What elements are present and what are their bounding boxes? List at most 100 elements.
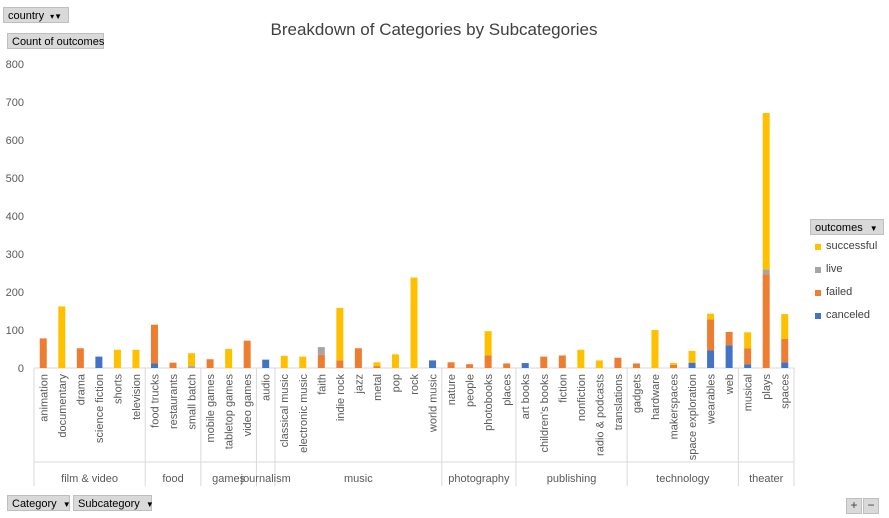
subcategory-field-button[interactable]: Subcategory ▼ [73,495,154,511]
x-tick-label: nonfiction [576,374,588,421]
zoom-controls: + − [846,496,880,514]
zoom-in-icon[interactable]: + [846,498,862,514]
bar-successful [595,360,603,368]
x-tick-label: musical [743,374,755,411]
bar-successful [707,313,715,320]
bar-successful [688,350,696,363]
group-label: theater [749,473,784,485]
x-tick-label: mobile games [205,374,217,443]
bar-successful [58,306,66,368]
x-tick-label: nature [446,374,458,405]
dropdown-arrow-icon: ▼ [869,224,878,233]
group-label: games [212,473,246,485]
x-tick-label: children's books [539,374,551,453]
bar-failed [614,357,622,368]
bar-failed [317,354,325,368]
bar-successful [651,330,659,368]
bar-failed [540,356,548,368]
bar-successful [781,314,789,339]
bar-failed [670,364,678,368]
y-tick-label: 0 [18,363,24,375]
bar-canceled [725,345,733,368]
y-tick-label: 400 [6,211,24,223]
legend: outcomes ▼ successful live failed cancel… [810,219,884,327]
chart-title: Breakdown of Categories by Subcategories [270,20,598,39]
bar-successful [373,362,381,367]
bar-failed [206,359,214,368]
legend-item-successful: successful [810,235,884,258]
bar-failed [762,274,770,368]
legend-swatch-live [815,267,821,273]
bar-failed [76,348,84,368]
bar-failed [336,360,344,368]
x-tick-label: video games [242,374,254,437]
bar-successful [280,355,288,368]
bar-successful [188,353,196,367]
group-label: technology [656,473,710,485]
bar-successful [484,331,492,356]
x-tick-label: faith [316,374,328,395]
bar-successful [670,363,678,365]
x-tick-label: world music [428,374,440,434]
bar-canceled [707,350,715,368]
bar-failed [725,331,733,346]
bar-canceled [95,356,103,368]
bar-successful [113,349,121,368]
x-tick-label: jazz [353,374,365,395]
bar-canceled [262,359,270,368]
legend-item-live: live [810,258,884,281]
group-label: film & video [61,473,118,485]
bar-successful [225,349,233,368]
x-tick-label: people [465,374,477,407]
bar-failed [39,338,47,368]
legend-filter-button[interactable]: outcomes ▼ [810,219,884,235]
zoom-out-icon[interactable]: − [863,498,879,514]
x-tick-label: art books [520,374,532,420]
bar-canceled [429,360,437,368]
bar-failed [150,324,158,364]
x-tick-label: web [724,374,736,395]
group-label: photography [448,473,510,485]
x-tick-label: photobooks [483,374,495,431]
x-tick-label: small batch [187,374,199,430]
filter-icon: ▾▼ [50,12,63,21]
y-tick-label: 800 [6,59,24,71]
bar-successful [762,113,770,270]
x-tick-label: tabletop games [224,374,236,450]
x-tick-label: fiction [557,374,569,403]
x-tick-label: indie rock [335,374,347,422]
x-tick-label: television [131,374,143,420]
x-tick-label: electronic music [298,374,310,453]
y-tick-label: 700 [6,97,24,109]
group-label: food [162,473,183,485]
country-filter-button[interactable]: country ▾▼ [3,7,69,23]
group-label: music [344,473,373,485]
bar-canceled [688,362,696,368]
x-tick-label: places [502,374,514,406]
x-tick-label: drama [75,373,87,405]
x-tick-label: hardware [650,374,662,420]
bar-failed [169,362,177,368]
legend-swatch-successful [815,244,821,250]
bar-successful [132,349,140,368]
bar-successful [299,356,307,368]
bar-canceled [150,363,158,368]
legend-filter-label: outcomes [815,222,863,234]
dropdown-arrow-icon: ▼ [62,500,71,509]
bar-failed [632,363,640,368]
value-field-button[interactable]: Count of outcomes [7,33,104,49]
legend-swatch-canceled [815,313,821,319]
x-tick-label: spaces [780,374,792,409]
category-field-label: Category [12,498,57,510]
bar-failed [558,355,566,368]
bar-successful [744,332,752,349]
y-tick-label: 500 [6,173,24,185]
bar-canceled [521,363,529,368]
category-field-button[interactable]: Category ▼ [7,495,71,511]
legend-label-live: live [826,263,843,275]
y-tick-label: 200 [6,287,24,299]
group-label: journalism [240,473,291,485]
bar-failed [354,348,362,368]
x-tick-label: space exploration [687,374,699,460]
x-tick-label: radio & podcasts [594,374,606,456]
